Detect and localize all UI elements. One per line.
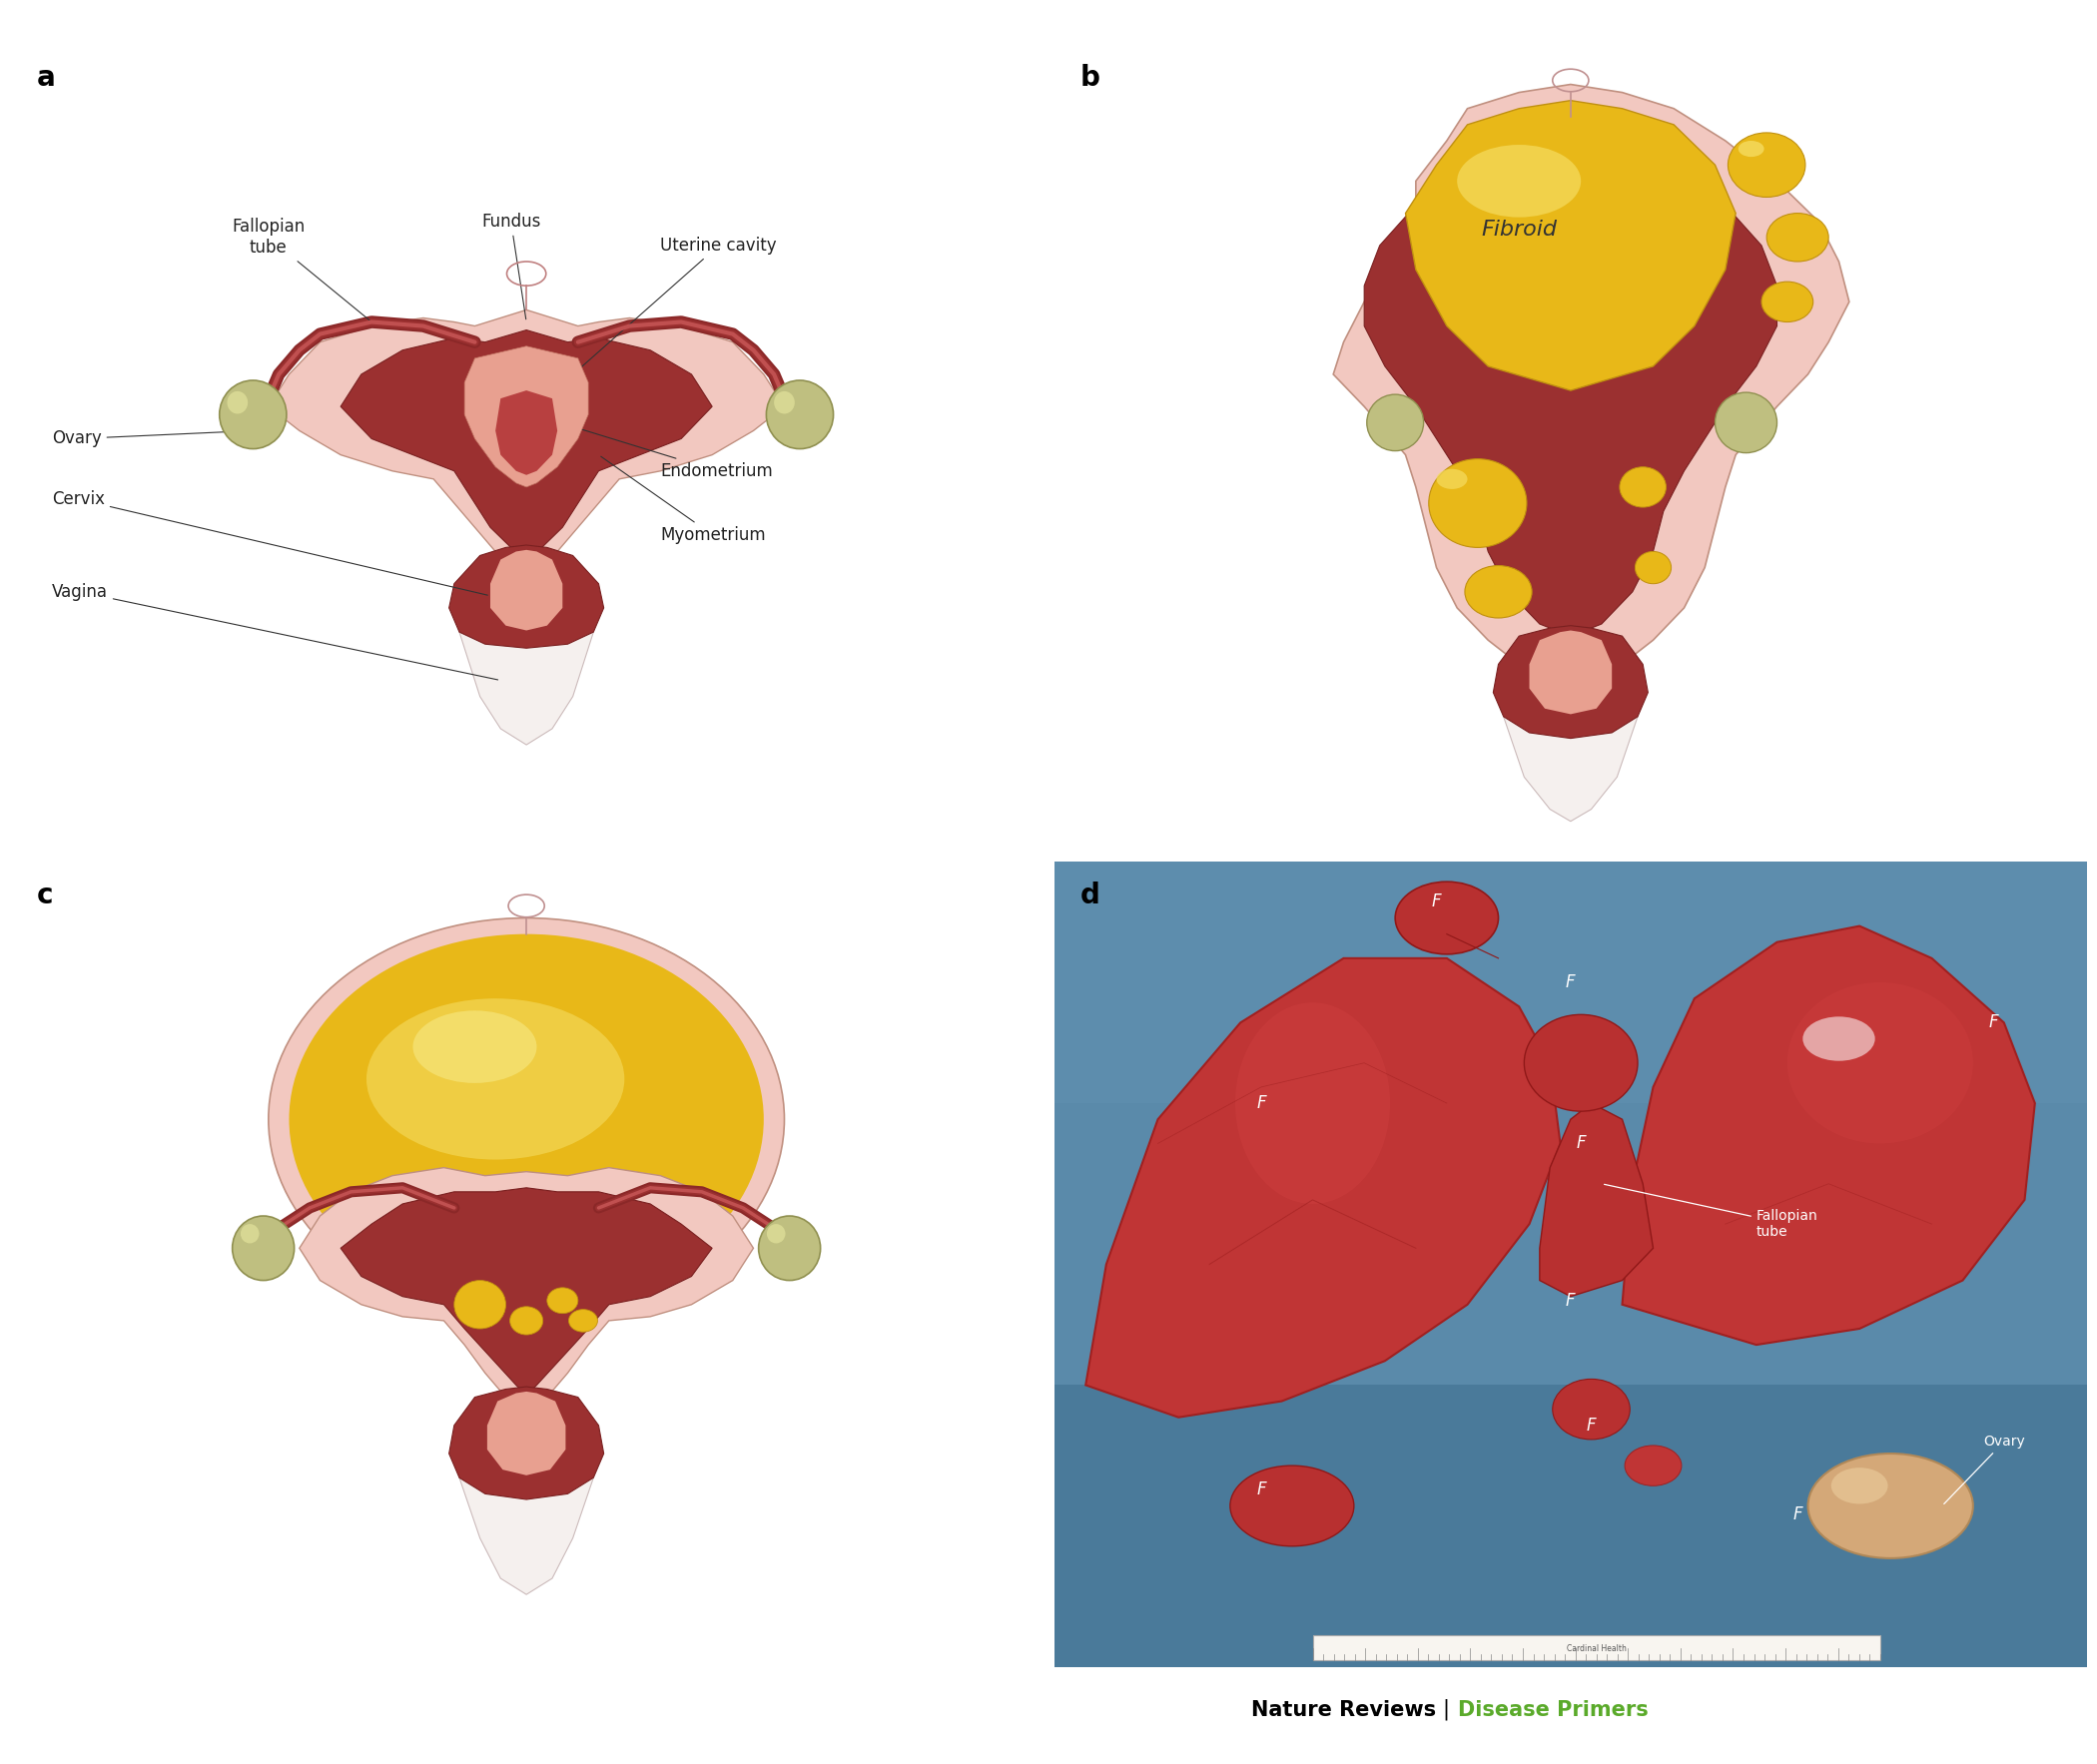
Ellipse shape (765, 381, 833, 448)
Polygon shape (466, 346, 589, 487)
Text: F: F (1566, 974, 1575, 991)
Ellipse shape (1525, 1014, 1638, 1111)
Ellipse shape (774, 392, 795, 415)
Polygon shape (268, 310, 784, 568)
Polygon shape (491, 550, 562, 630)
Polygon shape (459, 1478, 593, 1595)
Polygon shape (1365, 116, 1776, 637)
Ellipse shape (289, 935, 763, 1305)
Ellipse shape (1428, 459, 1527, 547)
Text: Endometrium: Endometrium (575, 427, 774, 480)
Polygon shape (1504, 716, 1638, 822)
Polygon shape (300, 1168, 753, 1409)
Bar (1055, 1385, 2087, 1667)
Polygon shape (459, 632, 593, 744)
Ellipse shape (1831, 1468, 1887, 1505)
Polygon shape (340, 330, 713, 556)
Ellipse shape (1636, 552, 1671, 584)
Text: Nature Reviews: Nature Reviews (1252, 1700, 1436, 1720)
Text: F: F (1793, 1505, 1803, 1522)
Text: Disease Primers: Disease Primers (1457, 1700, 1648, 1720)
Ellipse shape (241, 1224, 260, 1244)
Text: Ovary: Ovary (1944, 1434, 2026, 1505)
Text: d: d (1080, 882, 1101, 910)
Text: b: b (1080, 64, 1101, 92)
Ellipse shape (1787, 983, 1973, 1143)
Text: Vagina: Vagina (52, 582, 497, 679)
Ellipse shape (1231, 1466, 1355, 1547)
Ellipse shape (1625, 1445, 1682, 1485)
Text: Cervix: Cervix (52, 490, 489, 594)
Ellipse shape (1436, 469, 1468, 489)
Text: F: F (1256, 1094, 1267, 1111)
Text: Myometrium: Myometrium (602, 457, 765, 545)
Ellipse shape (413, 1011, 537, 1083)
Polygon shape (495, 390, 558, 475)
Polygon shape (449, 1387, 604, 1499)
Polygon shape (1493, 626, 1648, 739)
Ellipse shape (1619, 467, 1665, 508)
Ellipse shape (1552, 1379, 1629, 1439)
Ellipse shape (1367, 395, 1424, 452)
Ellipse shape (268, 917, 784, 1321)
Polygon shape (487, 1392, 566, 1475)
Text: Ovary: Ovary (52, 430, 250, 448)
Text: Fallopian
tube: Fallopian tube (233, 219, 369, 321)
Ellipse shape (768, 1224, 786, 1244)
Ellipse shape (1457, 145, 1581, 217)
Polygon shape (1334, 85, 1850, 676)
Polygon shape (1086, 958, 1560, 1416)
Text: F: F (1577, 1134, 1585, 1152)
Ellipse shape (568, 1309, 598, 1332)
Polygon shape (1529, 630, 1613, 714)
Polygon shape (1623, 926, 2034, 1344)
Text: a: a (36, 64, 55, 92)
Text: F: F (1256, 1480, 1267, 1499)
Ellipse shape (1738, 141, 1764, 157)
Ellipse shape (1466, 566, 1533, 617)
Text: F: F (1432, 893, 1441, 910)
Ellipse shape (233, 1215, 294, 1281)
Text: F: F (1587, 1416, 1596, 1434)
Text: Cardinal Health: Cardinal Health (1566, 1644, 1627, 1653)
Ellipse shape (1761, 282, 1814, 323)
Text: F: F (1988, 1014, 1998, 1032)
Bar (1313, 1635, 1881, 1660)
Ellipse shape (1808, 1454, 1973, 1558)
Ellipse shape (759, 1215, 820, 1281)
Text: Fundus: Fundus (482, 212, 541, 319)
Ellipse shape (220, 381, 287, 448)
Ellipse shape (455, 1281, 505, 1328)
Ellipse shape (226, 392, 247, 415)
Text: Fallopian
tube: Fallopian tube (1604, 1184, 1818, 1238)
Ellipse shape (510, 1307, 543, 1335)
Text: c: c (36, 882, 52, 910)
Ellipse shape (367, 998, 625, 1159)
Text: Fibroid: Fibroid (1480, 219, 1556, 240)
Bar (1055, 861, 2087, 1102)
Ellipse shape (1715, 392, 1776, 453)
Polygon shape (1539, 1102, 1652, 1297)
Ellipse shape (1235, 1002, 1390, 1203)
Polygon shape (1405, 101, 1736, 390)
Polygon shape (340, 1187, 713, 1395)
Ellipse shape (1395, 882, 1499, 954)
Ellipse shape (1766, 213, 1829, 261)
Text: Uterine cavity: Uterine cavity (539, 236, 778, 404)
Ellipse shape (1803, 1016, 1875, 1060)
Text: |: | (1443, 1699, 1449, 1720)
Polygon shape (449, 545, 604, 647)
Ellipse shape (547, 1288, 579, 1314)
Text: F: F (1566, 1291, 1575, 1309)
Ellipse shape (1728, 132, 1806, 198)
